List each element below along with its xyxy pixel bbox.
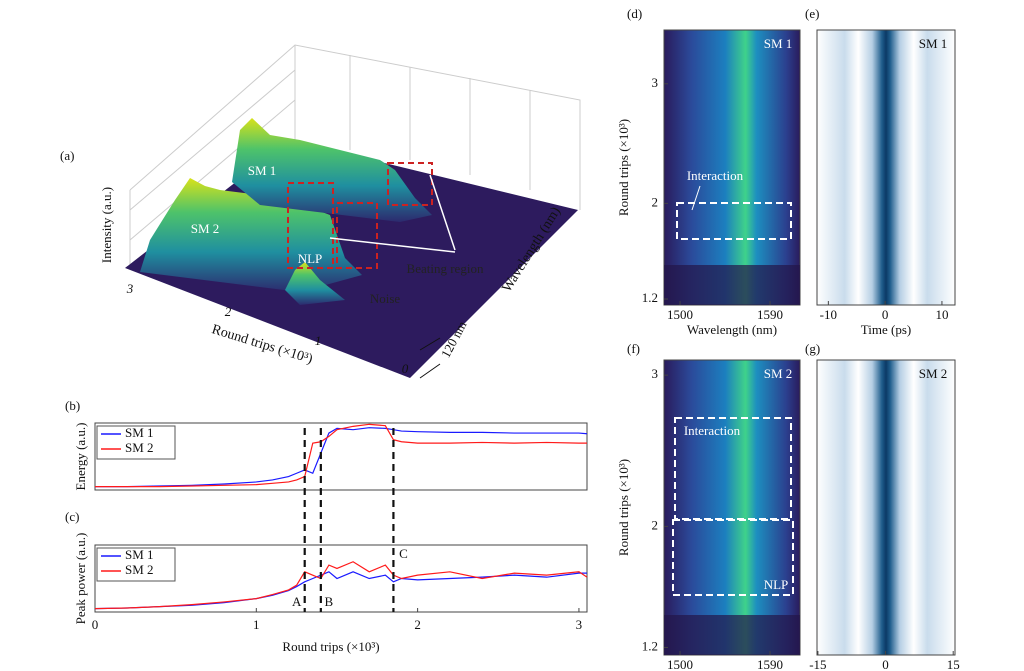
x-tick-label: 2 — [225, 304, 232, 319]
marker-label: B — [325, 594, 334, 609]
x-tick-label: 1500 — [667, 657, 693, 671]
legend-label: SM 2 — [125, 440, 154, 455]
x-tick-label: -10 — [820, 307, 837, 322]
marker-label: A — [292, 594, 302, 609]
panel-label: (a) — [60, 148, 74, 163]
x-tick-label: 1500 — [667, 307, 693, 322]
legend-label: SM 1 — [125, 547, 154, 562]
y-tick-label: 2 — [652, 517, 659, 532]
y-tick-label: 2 — [652, 194, 659, 209]
region-boxes — [287, 162, 433, 269]
annotation: Interaction — [687, 168, 744, 183]
y-axis-label: Energy (a.u.) — [73, 423, 88, 491]
annotation: SM 1 — [764, 36, 793, 51]
series-line — [94, 561, 588, 610]
panel-label: (c) — [65, 509, 79, 524]
x-tick-label: 0 — [92, 617, 99, 632]
annotation: NLP — [298, 251, 323, 266]
y-tick-label: 1.2 — [642, 638, 658, 653]
annotation: SM 2 — [191, 221, 220, 236]
x-tick-label: 3 — [576, 617, 583, 632]
y-axis-label: Peak power (a.u.) — [73, 533, 88, 625]
waterfall-plot — [129, 44, 581, 270]
annotation: Beating region — [407, 261, 484, 276]
panel-label: (f) — [627, 341, 640, 356]
interaction-box — [676, 202, 792, 240]
x-axis-label: Time (ps) — [861, 322, 911, 337]
axis-arrows — [419, 337, 441, 379]
y-tick-label: 1.2 — [642, 290, 658, 305]
x-axis-label: Round trips (×10³) — [282, 639, 379, 654]
arrows — [329, 174, 456, 253]
marker-label: C — [399, 546, 408, 561]
plot-frame — [94, 422, 588, 491]
x-tick-label: 3 — [126, 281, 134, 296]
ridge-noise — [285, 262, 345, 305]
x-axis-label: Wavelength (nm) — [687, 322, 777, 337]
series-line — [94, 571, 587, 610]
legend-label: SM 2 — [125, 562, 154, 577]
y-tick-label: 3 — [652, 75, 659, 90]
plot-frame — [94, 544, 588, 613]
series-line — [95, 427, 588, 488]
annotation: SM 1 — [919, 36, 948, 51]
map-shade — [664, 265, 800, 305]
y-axis-label: Round trips (×10³) — [616, 459, 631, 556]
panel-label: (b) — [65, 398, 80, 413]
nlp-box — [672, 519, 794, 596]
x-tick-label: 0 — [402, 361, 409, 376]
legend-frame — [96, 425, 176, 460]
legend-frame — [96, 547, 176, 582]
annotation: Noise — [370, 291, 401, 306]
annotation: NLP — [764, 577, 789, 592]
annotation: SM 2 — [764, 366, 793, 381]
annotation: SM 1 — [248, 163, 277, 178]
x-tick-label: 1 — [315, 333, 322, 348]
x-tick-label: 15 — [947, 657, 960, 671]
x-tick-label: 0 — [882, 657, 889, 671]
ridge-sm1 — [232, 118, 432, 222]
x-tick-label: 2 — [414, 617, 421, 632]
annotation: SM 2 — [919, 366, 948, 381]
x-tick-label: 10 — [935, 307, 948, 322]
annotation: Interaction — [684, 423, 741, 438]
x-tick-label: 1590 — [757, 657, 783, 671]
legend-label: SM 1 — [125, 425, 154, 440]
panel-label: (d) — [627, 6, 642, 21]
x-tick-label: -15 — [809, 657, 826, 671]
map-image — [663, 359, 801, 656]
map-image — [816, 359, 956, 656]
y-tick-label: 3 — [652, 366, 659, 381]
y-axis-label: Round trips (×10³) — [616, 119, 631, 216]
x-tick-label: 1 — [253, 617, 260, 632]
map-image — [663, 29, 801, 306]
map-shade — [664, 615, 800, 655]
map-image — [816, 29, 956, 306]
x-tick-label: 1590 — [757, 307, 783, 322]
arrow — [691, 185, 701, 211]
z-axis-label: Intensity (a.u.) — [99, 187, 114, 263]
panel-label: (g) — [805, 341, 820, 356]
panel-label: (e) — [805, 6, 819, 21]
series-line — [95, 423, 587, 488]
x-tick-label: 0 — [882, 307, 889, 322]
